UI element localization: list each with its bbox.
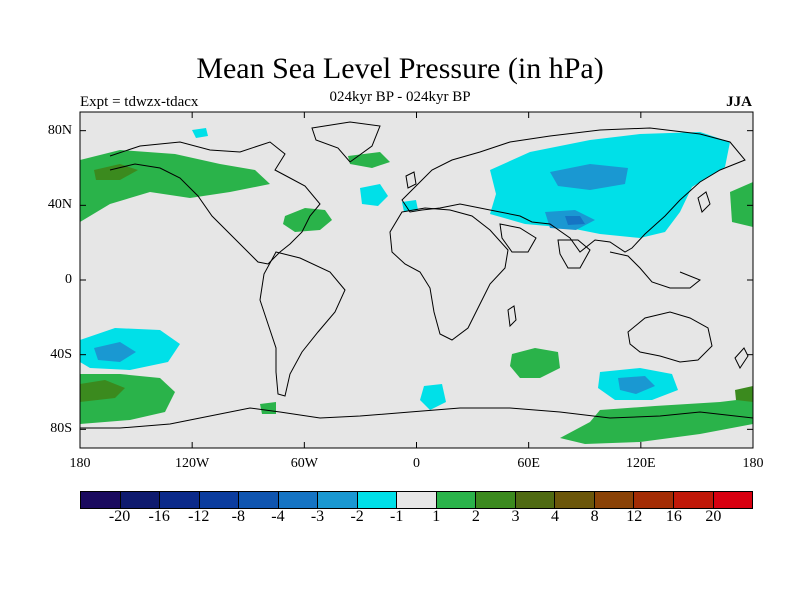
world-map	[79, 111, 754, 449]
moderate-negative-region-south-pacific	[94, 342, 136, 362]
coastline-australia	[627, 311, 713, 363]
map-title: Mean Sea Level Pressure (in hPa)	[196, 52, 604, 85]
colorbar-label: -1	[390, 508, 404, 525]
colorbar-label: -16	[148, 508, 170, 525]
coastline-africa	[389, 207, 509, 341]
colorbar-label: -4	[271, 508, 285, 525]
negative-region-south-atlantic-small	[420, 384, 446, 410]
coastline-southeast-asia	[609, 251, 701, 289]
colorbar-cell	[713, 492, 753, 508]
colorbar-cell	[81, 492, 121, 508]
lat-tick-label: 80N	[47, 122, 72, 138]
colorbar-cell	[357, 492, 398, 508]
lon-tick-label: 60E	[517, 456, 540, 471]
colorbar-cell	[594, 492, 635, 508]
coastline-arabia	[499, 223, 537, 253]
experiment-label: Expt = tdwzx-tdacx	[80, 94, 199, 110]
positive-region-south-pacific-small	[260, 402, 276, 414]
lat-tick-label: 0	[65, 272, 72, 287]
colorbar-cell	[673, 492, 714, 508]
coastline-india	[557, 239, 591, 269]
colorbar-cell	[555, 492, 595, 508]
season-label: JJA	[726, 94, 752, 110]
coastline-madagascar	[507, 305, 517, 328]
strong-negative-region-tibet	[565, 216, 585, 225]
coastlines	[80, 121, 753, 429]
lon-tick-label: 0	[413, 456, 420, 471]
strong-positive-region-southern-ocean-pacific	[80, 380, 125, 402]
coastline-japan	[697, 191, 711, 213]
colorbar-label: 20	[705, 508, 722, 525]
colorbar-cell	[515, 492, 556, 508]
colorbar-label: 1	[432, 508, 441, 525]
lat-tick-label: 40N	[47, 197, 72, 213]
colorbar-cell	[120, 492, 161, 508]
positive-region-east-pacific-north	[730, 182, 753, 227]
colorbar-cell	[397, 492, 437, 508]
colorbar-label: -8	[231, 508, 245, 525]
colorbar-cell	[436, 492, 477, 508]
colorbar-label: 4	[551, 508, 560, 525]
colorbar-label: 8	[590, 508, 599, 525]
moderate-negative-region-southern-indian	[618, 376, 655, 394]
colorbar-cell	[476, 492, 516, 508]
colorbar-cell	[199, 492, 240, 508]
coastline-europe-asia	[401, 127, 746, 253]
colorbar-cell	[634, 492, 674, 508]
colorbar-label: 16	[665, 508, 682, 525]
colorbar-label: -12	[188, 508, 210, 525]
colorbar-cell	[278, 492, 319, 508]
colorbar-label: -20	[108, 508, 131, 525]
lon-tick-label: 60W	[290, 456, 318, 471]
colorbar-cell	[160, 492, 200, 508]
lat-tick-label: 80S	[50, 421, 72, 437]
lon-tick-label: 120E	[626, 456, 656, 471]
colorbar-label: 12	[626, 508, 643, 525]
strong-positive-region-southern-ocean-indian	[735, 386, 753, 402]
coastline-south-america	[259, 251, 346, 397]
map-subtitle: 024kyr BP - 024kyr BP	[329, 89, 471, 105]
lon-tick-label: 180	[69, 456, 91, 471]
coastline-north-america	[109, 141, 321, 265]
moderate-negative-region-asia	[550, 164, 628, 190]
coastline-new-zealand	[734, 347, 749, 369]
colorbar-label: 2	[471, 508, 480, 525]
coastline-greenland	[311, 121, 381, 163]
axis-ticks	[79, 112, 754, 448]
negative-region-north-atlantic	[360, 184, 388, 206]
negative-region-iberia	[402, 200, 418, 212]
lon-tick-label: 180	[742, 456, 764, 471]
strong-positive-region-north-pacific	[94, 164, 138, 180]
positive-region-south-atlantic	[510, 348, 560, 378]
colorbar	[80, 491, 753, 509]
coastline-uk	[405, 171, 417, 189]
positive-region-southern-ocean-indian	[560, 398, 753, 444]
colorbar-cell	[318, 492, 358, 508]
colorbar-cell	[239, 492, 279, 508]
lat-tick-label: 40S	[50, 346, 72, 362]
colorbar-label: 3	[511, 508, 520, 525]
negative-region-arctic	[192, 128, 208, 138]
colorbar-label: -2	[350, 508, 364, 525]
colorbar-label: -3	[310, 508, 325, 525]
coastline-antarctica	[80, 407, 753, 429]
lon-tick-label: 120W	[175, 456, 210, 471]
